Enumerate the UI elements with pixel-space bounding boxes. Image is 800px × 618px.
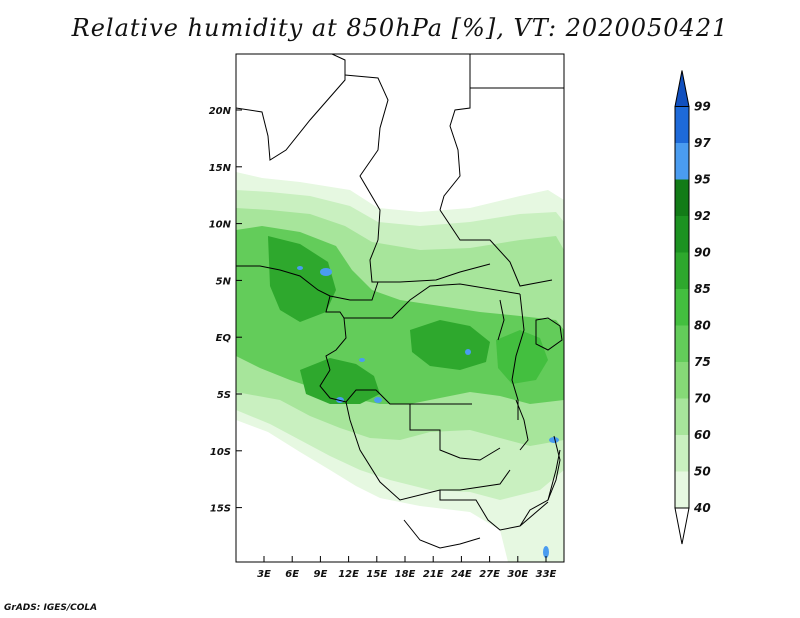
lon-tick-label: 12E [338, 569, 359, 580]
lon-tick-label: 30E [507, 569, 528, 580]
colorbar-legend: 40 50 60 70 75 80 85 90 92 95 97 99 [674, 70, 711, 545]
saturated-spot [549, 437, 559, 443]
lat-tick-label: 5S [217, 390, 231, 401]
colorbar-segment [675, 435, 689, 472]
colorbar-segment [674, 70, 690, 107]
lon-tick-label: 9E [314, 569, 328, 580]
lat-tick-label: 10N [209, 220, 232, 231]
colorbar-segment [675, 471, 689, 508]
lat-tick-label: 10S [210, 447, 231, 458]
lat-tick-label: 20N [209, 106, 232, 117]
colorbar-label: 85 [694, 282, 711, 296]
lon-tick-label: 21E [423, 569, 444, 580]
lat-tick-label: 5N [216, 276, 232, 287]
colorbar-label: 90 [694, 246, 711, 260]
colorbar-label: 75 [694, 355, 711, 369]
colorbar-segment [675, 252, 689, 289]
colorbar-label: 97 [694, 136, 711, 150]
colorbar-segment [675, 398, 689, 435]
colorbar-segment [675, 216, 689, 253]
map-frame [235, 53, 565, 563]
lat-tick-label: EQ [216, 333, 232, 344]
grads-credit: GrADS: IGES/COLA [4, 603, 98, 613]
colorbar-segment [675, 106, 689, 143]
lon-tick-label: 27E [479, 569, 500, 580]
lon-tick-label: 15E [366, 569, 387, 580]
lon-tick-label: 3E [257, 569, 271, 580]
colorbar-segment [675, 179, 689, 216]
lat-tick-label: 15N [209, 163, 232, 174]
colorbar-label: 99 [694, 100, 711, 114]
lon-tick-label: 24E [451, 569, 472, 580]
colorbar-label: 80 [694, 319, 711, 333]
colorbar-label: 60 [694, 428, 711, 442]
colorbar-label: 40 [693, 501, 711, 515]
saturated-spot [465, 349, 471, 355]
humidity-area-90-c [410, 320, 490, 370]
lat-tick-label: 15S [210, 504, 231, 515]
humidity-area-90 [268, 236, 336, 322]
humidity-shading [236, 54, 564, 562]
map-title: Relative humidity at 850hPa [%], VT: 202… [71, 14, 729, 42]
lon-tick-label: 18E [395, 569, 416, 580]
colorbar-segment [675, 325, 689, 362]
latitude-axis: 20N 15N 10N 5N EQ 5S 10S 15S [209, 106, 242, 515]
humidity-area-90-d [496, 330, 548, 384]
lon-tick-label: 33E [536, 569, 557, 580]
colorbar-label: 70 [694, 392, 711, 406]
colorbar-label: 50 [694, 465, 711, 479]
saturated-spot [320, 268, 332, 276]
saturated-spot [543, 546, 549, 558]
colorbar-segment [675, 362, 689, 399]
colorbar-label: 95 [694, 173, 711, 187]
country-borders [236, 54, 564, 549]
colorbar-outline [674, 106, 690, 509]
colorbar-label: 92 [694, 209, 711, 223]
saturated-spot [374, 397, 382, 403]
lon-tick-label: 6E [285, 569, 299, 580]
longitude-axis: 3E 6E 9E 12E 15E 18E 21E 24E 27E 30E 33E [257, 556, 557, 580]
humidity-area-90-b [300, 358, 380, 404]
saturated-spot [359, 358, 365, 362]
saturated-spot [297, 266, 303, 270]
colorbar-segment [674, 507, 690, 545]
colorbar-segment [675, 143, 689, 180]
colorbar-segment [675, 289, 689, 326]
